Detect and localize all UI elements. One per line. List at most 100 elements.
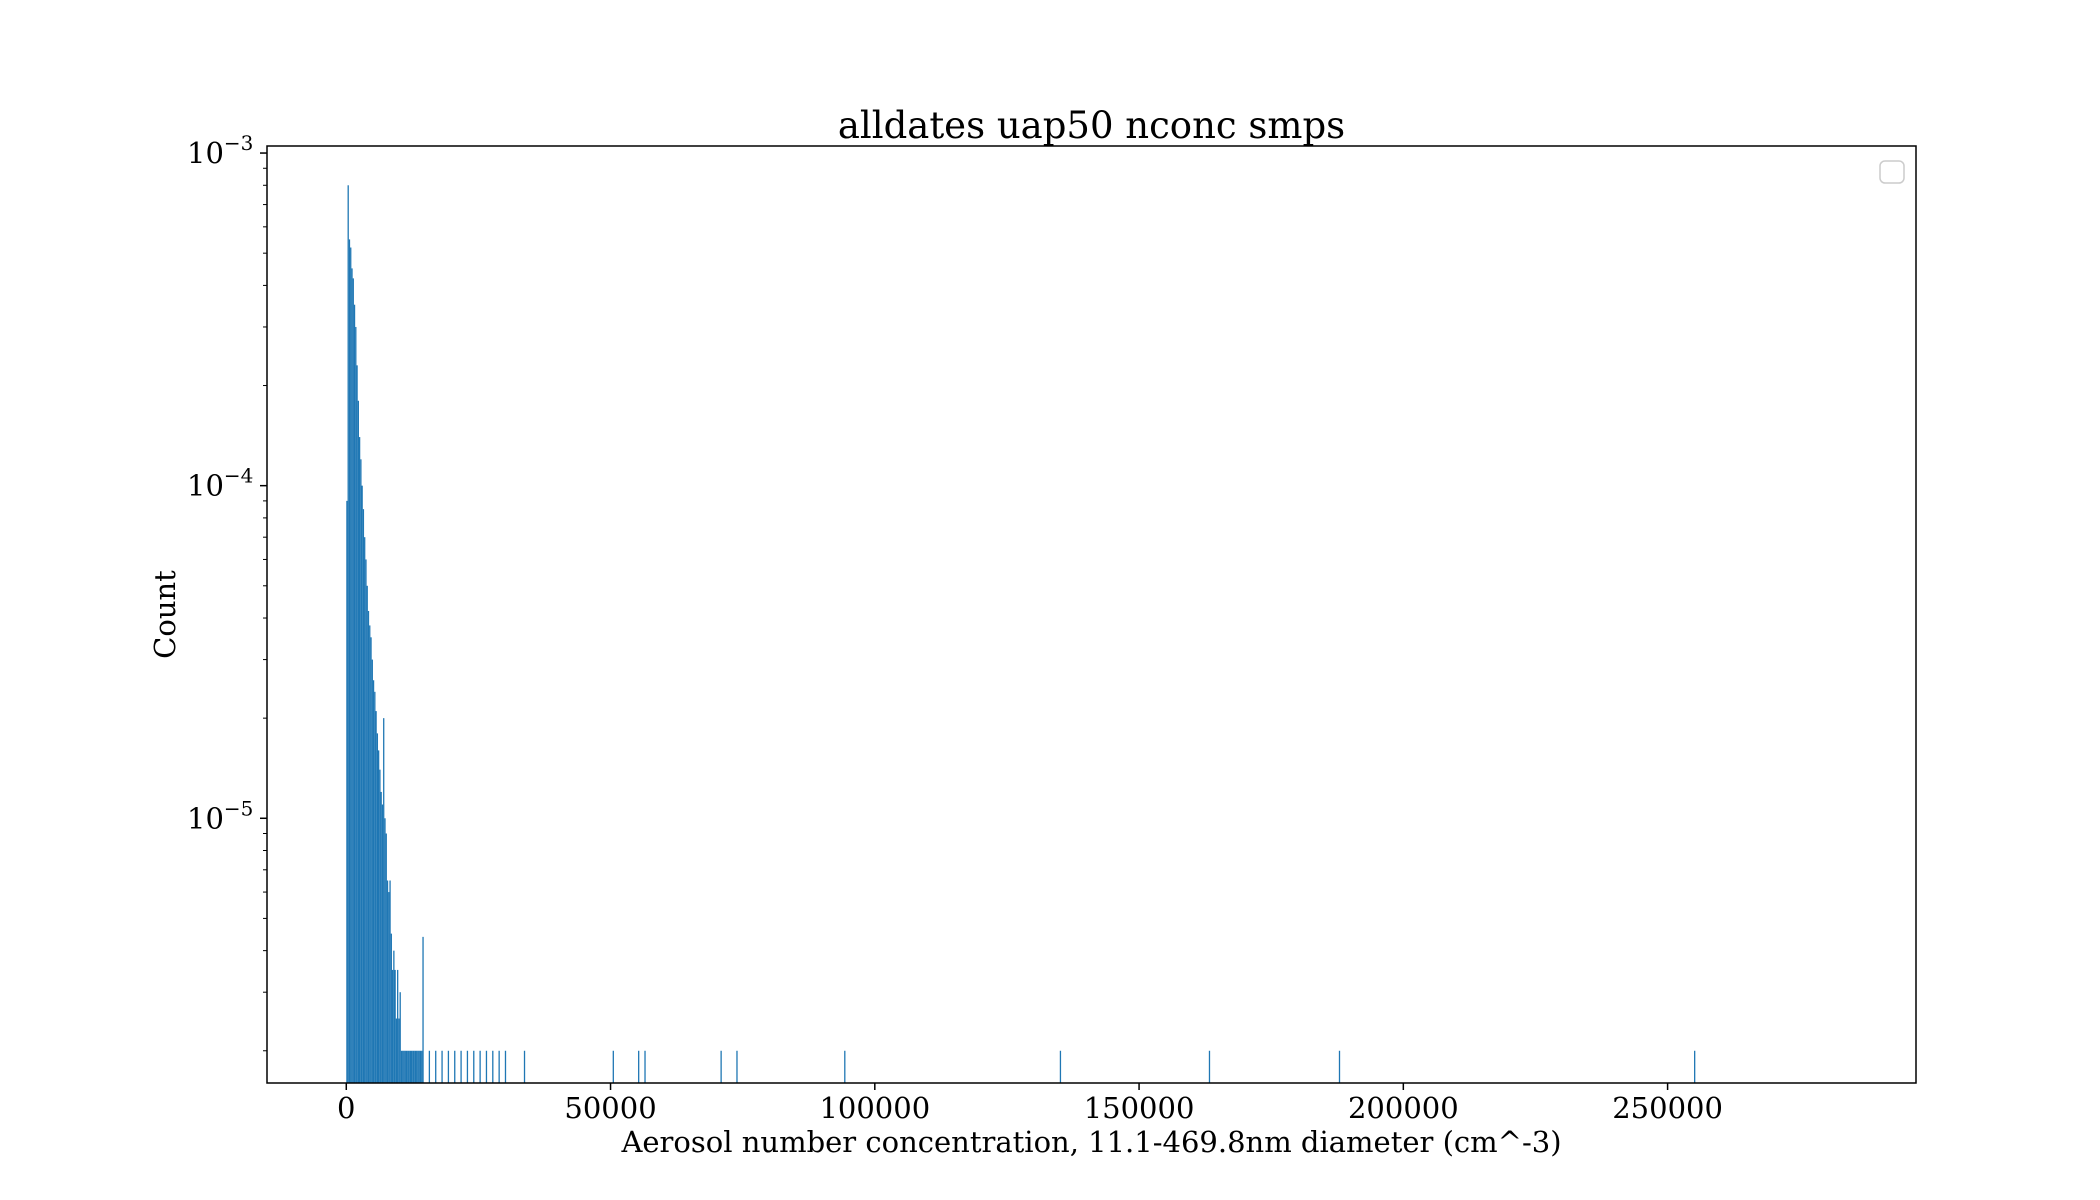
histogram-bar — [390, 933, 392, 1083]
histogram-bar — [399, 992, 401, 1083]
histogram-bar — [389, 880, 391, 1083]
histogram-bar — [391, 969, 394, 1083]
histogram-bar — [435, 1050, 437, 1083]
histogram-bar — [1694, 1050, 1696, 1083]
histogram-bar — [416, 1050, 418, 1083]
x-axis-ticks: 0 50000 100000 150000 200000 250000 — [337, 1083, 1723, 1125]
histogram-bar — [383, 718, 385, 1083]
histogram-bar — [428, 1050, 431, 1083]
histogram-bar — [388, 892, 390, 1083]
histogram-bar — [409, 1050, 412, 1083]
x-tick-label: 200000 — [1348, 1091, 1459, 1125]
histogram-bar — [523, 1050, 526, 1083]
chart-title: alldates uap50 nconc smps — [838, 104, 1345, 147]
legend-box — [1879, 160, 1905, 184]
y-tick-label: 10−3 — [187, 131, 253, 170]
histogram-bar — [612, 1050, 614, 1083]
histogram-bar — [473, 1050, 475, 1083]
histogram-bar — [403, 1050, 405, 1083]
histogram-bar — [376, 733, 379, 1083]
histogram-bar — [736, 1050, 738, 1083]
histogram-bar — [414, 1050, 417, 1083]
histogram-bar — [638, 1050, 640, 1083]
histogram-bar — [492, 1050, 494, 1083]
histogram-bar — [374, 691, 376, 1083]
histogram-bar — [360, 459, 362, 1083]
histogram-bar — [402, 1050, 404, 1083]
plot-frame — [266, 145, 1917, 1084]
histogram-bar — [412, 1050, 414, 1083]
histogram-bar — [1208, 1050, 1211, 1083]
y-axis-ticks: 10−3 10−4 10−5 — [187, 131, 267, 1052]
bars-layer — [346, 185, 1696, 1084]
histogram-bar — [358, 437, 361, 1083]
histogram-bar — [381, 804, 384, 1083]
histogram-bar — [385, 833, 387, 1083]
histogram-bar — [466, 1050, 469, 1083]
histogram-bar — [504, 1050, 507, 1083]
x-tick-label: 150000 — [1084, 1091, 1195, 1125]
histogram-bar — [408, 1050, 410, 1083]
histogram-bar — [347, 185, 349, 1083]
histogram-bar — [384, 818, 386, 1083]
y-tick-label: 10−4 — [187, 464, 253, 503]
histogram-bar — [421, 1050, 423, 1083]
histogram-bar — [346, 500, 348, 1083]
histogram-bar — [356, 365, 358, 1083]
histogram-bar — [418, 1050, 420, 1083]
histogram-bar — [353, 304, 356, 1083]
y-axis-label: Count — [148, 570, 182, 659]
histogram-bar — [380, 791, 382, 1083]
histogram-bar — [479, 1050, 481, 1083]
histogram-bar — [419, 1050, 422, 1083]
histogram-bar — [369, 625, 371, 1083]
histogram-bar — [447, 1050, 450, 1083]
histogram-bar — [365, 559, 367, 1083]
histogram-bar — [395, 1018, 398, 1083]
histogram-bar — [400, 1050, 403, 1083]
histogram-bar — [485, 1050, 488, 1083]
histogram-bar — [362, 509, 365, 1083]
histogram-bar — [498, 1050, 500, 1083]
histogram-bar — [366, 585, 368, 1083]
histogram-bar — [407, 1050, 409, 1083]
histogram-bar — [393, 950, 395, 1083]
histogram-bar — [1059, 1050, 1062, 1083]
x-axis-label: Aerosol number concentration, 11.1-469.8… — [620, 1125, 1561, 1159]
histogram-bar — [361, 485, 363, 1083]
histogram-bar — [370, 637, 372, 1083]
histogram-bar — [413, 1050, 415, 1083]
histogram-bar — [1338, 1050, 1341, 1083]
histogram-bar — [371, 659, 373, 1083]
histogram-bar — [417, 1050, 419, 1083]
histogram-bar — [364, 537, 366, 1083]
histogram-bar — [644, 1050, 646, 1083]
histogram-bar — [367, 610, 370, 1083]
histogram-bar — [410, 1050, 413, 1083]
histogram-bar — [386, 880, 389, 1083]
histogram-bar — [844, 1050, 846, 1083]
histogram-bar — [404, 1050, 406, 1083]
histogram-bar — [357, 400, 359, 1083]
histogram-bar — [405, 1050, 408, 1083]
x-tick-label: 100000 — [819, 1091, 930, 1125]
histogram-bar — [350, 247, 352, 1084]
x-tick-label: 250000 — [1612, 1091, 1723, 1125]
histogram-bar — [422, 936, 424, 1083]
histogram-bar — [355, 326, 357, 1083]
histogram-bar — [379, 769, 381, 1083]
histogram-bar — [397, 969, 399, 1083]
y-tick-label: 10−5 — [187, 796, 253, 835]
histogram-bar — [460, 1050, 462, 1083]
histogram-bar — [351, 268, 353, 1083]
histogram-bar — [372, 680, 375, 1083]
histogram-bar — [454, 1050, 456, 1083]
histogram-bar — [394, 969, 396, 1083]
histogram-bar — [377, 750, 380, 1083]
histogram-bar — [352, 278, 354, 1084]
histogram-bar — [441, 1050, 443, 1083]
x-tick-label: 50000 — [564, 1091, 656, 1125]
histogram-bar — [375, 711, 377, 1083]
